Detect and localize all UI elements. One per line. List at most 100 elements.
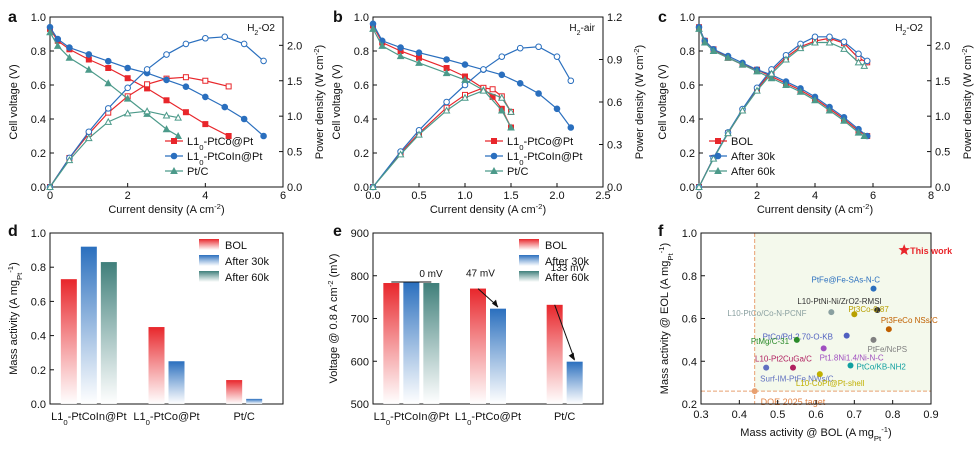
power-point (854, 58, 863, 66)
power-point (709, 154, 718, 162)
text-part: -1 (657, 246, 666, 253)
voltage-point (461, 61, 469, 68)
category-label: L10-PtCo@Pt (455, 411, 521, 427)
power-point (497, 93, 506, 101)
power-point (567, 77, 575, 85)
legend-label: BOL (225, 240, 247, 252)
y-tick-label: 0.4 (354, 114, 369, 126)
y-tick-label: 0.4 (31, 331, 46, 343)
text-part: Cell voltage (V) (8, 64, 20, 139)
bar (100, 262, 117, 404)
y-tick-label: 0.2 (682, 399, 697, 411)
voltage-line (49, 28, 229, 137)
voltage-point (225, 133, 232, 139)
voltage-point (66, 44, 73, 51)
legend-marker (170, 152, 178, 160)
power-point (396, 150, 405, 158)
power-point (123, 109, 132, 117)
x-tick-label: 0.3 (693, 409, 708, 421)
x-tick-label: 0.7 (847, 409, 862, 421)
bar (490, 308, 506, 404)
legend-marker (170, 166, 178, 174)
power-point (461, 81, 469, 89)
power-point (240, 40, 248, 48)
voltage-point (396, 52, 405, 60)
x-tick-label: 6 (870, 190, 876, 202)
legend-label: L10-PtCo@Pt (187, 136, 253, 152)
voltage-point (46, 28, 54, 36)
legend-label: L10-PtCoIn@Pt (187, 151, 262, 167)
y-tick-label: 700 (351, 314, 369, 326)
legend-swatch (519, 239, 539, 250)
y-axis-label: Cell voltage (V) (8, 64, 20, 139)
point-label: This work (910, 246, 953, 256)
text-part: ) (542, 204, 546, 216)
voltage-point (516, 80, 524, 87)
y-tick-label: 600 (351, 356, 369, 368)
voltage-point (498, 71, 506, 79)
text-part: -PtCo@Pt (471, 411, 521, 423)
text-part: -PtCoIn@Pt (390, 411, 449, 423)
text-part: -2 (960, 48, 969, 55)
legend-marker (171, 138, 177, 144)
x-tick-label: 8 (928, 190, 934, 202)
text-part: After 30k (731, 151, 776, 163)
data-point (820, 345, 827, 352)
text-part: 0 (519, 143, 523, 152)
text-part: -2 (632, 48, 641, 55)
panel-letter: b (333, 9, 343, 26)
power-point (553, 53, 561, 60)
text-part: L1 (133, 411, 145, 423)
y-tick-label: 0.2 (31, 148, 46, 160)
y-axis-label: Mass activity (A mgPt-1) (6, 262, 24, 375)
voltage-point (753, 67, 761, 75)
point-label: L10-Pt2CuGa/C (755, 355, 812, 364)
power-line (49, 110, 179, 188)
bar (566, 361, 583, 404)
voltage-point (84, 65, 93, 73)
x-tick-label: 0.8 (885, 409, 900, 421)
panel-letter: f (658, 223, 664, 240)
y-tick-label: 0.8 (31, 46, 46, 58)
y-tick-label: 1.0 (31, 228, 46, 240)
legend-label: After 30k (731, 151, 776, 163)
data-point (828, 309, 835, 316)
category-label: Pt/C (554, 411, 575, 423)
legend-label: BOL (731, 136, 753, 148)
power-point (480, 66, 487, 73)
legend-label: L10-PtCo@Pt (507, 136, 573, 152)
y2-tick-label: 0.9 (607, 55, 622, 67)
power-point (162, 111, 171, 119)
point-label: Pt1.8Ni1.4/Ni-N-C (820, 353, 884, 362)
legend-swatch (519, 271, 539, 282)
voltage-point (782, 80, 790, 88)
text-part: -2 (536, 202, 543, 211)
text-part: Pt/C (187, 166, 208, 178)
panel-letter: d (8, 223, 18, 240)
text-part: L1 (187, 136, 199, 148)
voltage-point (202, 93, 209, 101)
voltage-point (85, 51, 93, 58)
x-axis-label: Current density (A cm-2) (757, 202, 873, 217)
bar (60, 279, 77, 404)
voltage-point (240, 115, 248, 123)
y-tick-label: 800 (351, 271, 369, 283)
power-point (442, 106, 451, 114)
legend-label: Pt/C (507, 166, 528, 178)
y-tick-label: 0.8 (680, 46, 695, 58)
text-part: BOL (731, 136, 753, 148)
text-part: Current density (A cm (757, 204, 863, 216)
voltage-point (174, 131, 182, 139)
voltage-point (738, 60, 747, 68)
text-part: 2 (902, 30, 906, 37)
y2-tick-label: 0.5 (935, 147, 950, 159)
text-part: -air (581, 23, 596, 34)
power-point (535, 43, 542, 51)
text-part: -2 (863, 202, 870, 211)
text-part: Cell voltage (V) (331, 64, 343, 139)
data-point (763, 364, 770, 371)
power-point (443, 98, 450, 106)
x-tick-label: 0.6 (808, 409, 823, 421)
power-point (855, 50, 862, 58)
